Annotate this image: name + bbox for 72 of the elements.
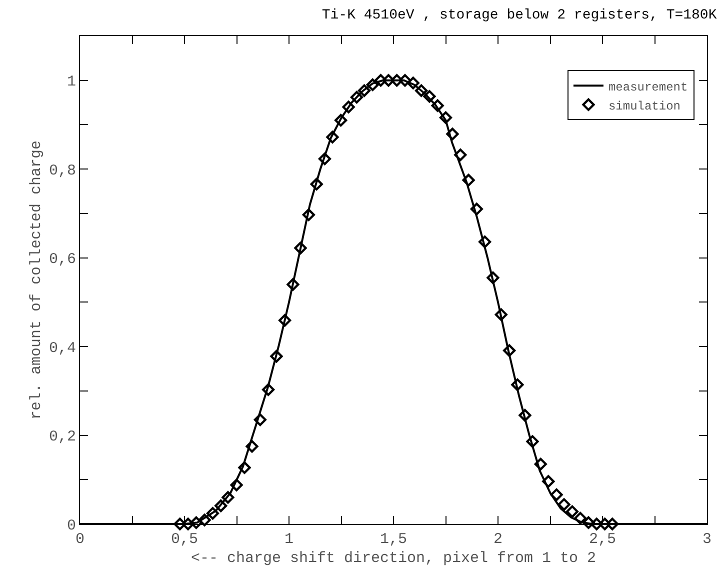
point (262, 383, 275, 396)
point (286, 278, 300, 291)
point (582, 516, 595, 529)
point (246, 440, 258, 453)
point (350, 90, 364, 104)
point (590, 518, 603, 530)
point (326, 130, 339, 144)
point (382, 74, 395, 87)
y-tick-label: 0,8 (48, 162, 76, 180)
point (431, 99, 444, 112)
point (310, 178, 323, 190)
x-tick-label: 0,5 (170, 531, 198, 548)
point (374, 74, 388, 87)
x-tick-label: 1 (284, 531, 294, 548)
point (415, 84, 428, 97)
point (206, 507, 220, 520)
point (294, 242, 307, 254)
point (238, 461, 251, 474)
point (174, 518, 186, 530)
point (439, 111, 452, 124)
point (511, 378, 524, 391)
point (534, 458, 547, 470)
point (598, 518, 612, 530)
point (550, 488, 563, 502)
point (423, 90, 436, 103)
point (558, 498, 570, 511)
legend-label: measurement (608, 80, 688, 94)
point (574, 512, 587, 525)
point (318, 152, 332, 166)
point (198, 514, 211, 526)
chart-title: Ti-K 4510eV , storage below 2 registers, T=180K (322, 7, 718, 24)
point (470, 202, 483, 216)
y-tick-label: 1 (66, 74, 76, 91)
point (190, 516, 202, 529)
point (334, 114, 348, 127)
x-axis-title: <-- charge shift direction, pixel from 1 to 2 (190, 550, 596, 567)
point (486, 271, 500, 284)
y-tick-label: 0,4 (48, 340, 76, 357)
x-tick-label: 3 (702, 531, 712, 548)
point (526, 435, 539, 448)
point (270, 350, 283, 363)
y-tick-label: 0 (66, 517, 76, 534)
point (342, 100, 355, 114)
point (358, 84, 371, 97)
point (406, 76, 420, 90)
point (542, 475, 555, 488)
point (518, 409, 532, 422)
point (606, 518, 619, 530)
point (398, 74, 412, 87)
point (390, 74, 404, 87)
point (446, 128, 459, 140)
x-tick-label: 2,5 (588, 531, 616, 548)
x-tick-label: 1,5 (380, 531, 408, 548)
point (278, 314, 292, 327)
point (254, 413, 266, 426)
point (502, 344, 516, 357)
legend-label: simulation (608, 99, 680, 114)
point (494, 308, 508, 321)
point (214, 500, 228, 512)
point (366, 78, 379, 92)
point (230, 478, 243, 492)
point (566, 505, 578, 518)
point (478, 236, 492, 248)
y-axis-title: rel. amount of collected charge (28, 140, 46, 420)
point (302, 208, 315, 222)
point (182, 518, 194, 530)
point (222, 491, 234, 504)
y-tick-label: 0,2 (48, 428, 76, 446)
point (462, 174, 475, 186)
point (454, 148, 467, 162)
y-tick-label: 0,6 (48, 251, 76, 268)
x-tick-label: 2 (493, 531, 503, 548)
